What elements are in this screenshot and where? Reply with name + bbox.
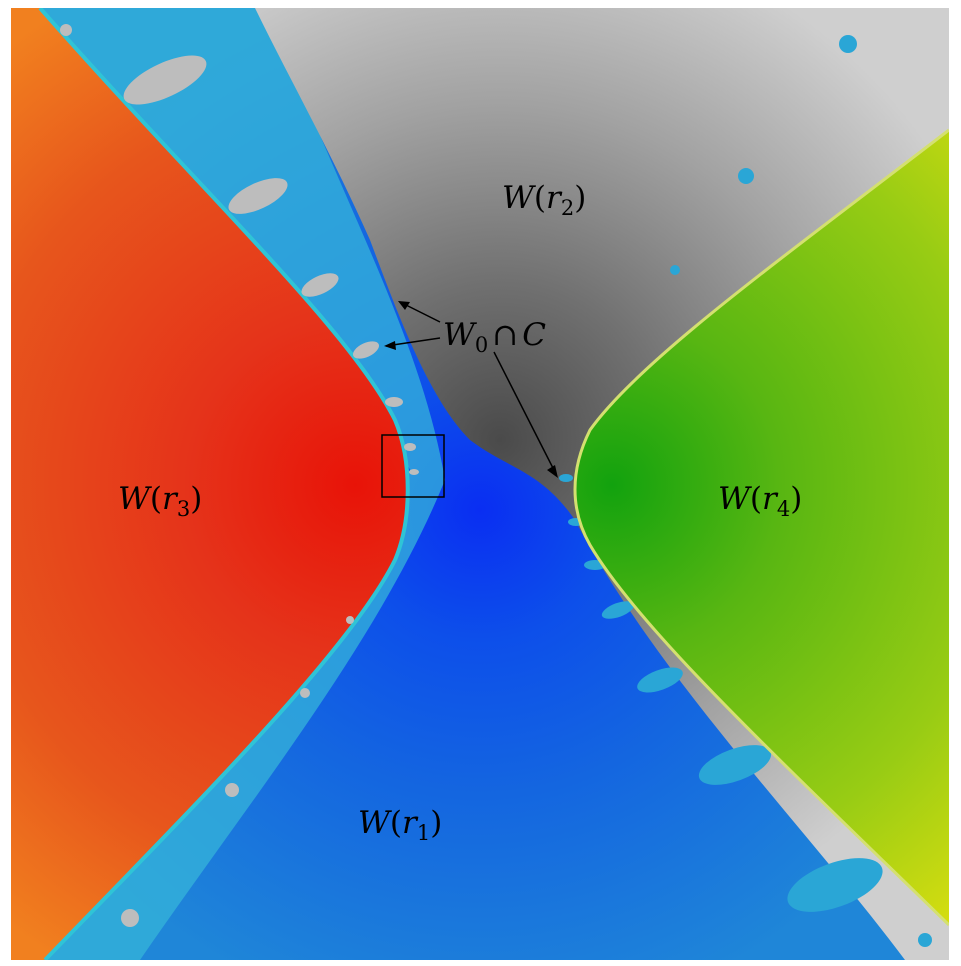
arrowheads — [384, 301, 558, 478]
label-w-r3: W(r3) — [118, 481, 202, 521]
boundary-lobes-left — [60, 24, 419, 927]
label-w-r1: W(r1) — [358, 805, 442, 845]
region-basin-r3 — [11, 8, 408, 960]
region-basin-r4 — [575, 130, 949, 925]
zoom-box — [381, 434, 445, 498]
label-w-r4: W(r4) — [718, 481, 802, 521]
label-w-r2: W(r2) — [502, 180, 586, 220]
boundary-edge-r3 — [38, 8, 410, 960]
boundary-band-left — [30, 8, 445, 960]
label-w0-cap-c: W0 ∩ C — [443, 317, 546, 357]
boundary-edge-r4 — [573, 128, 949, 927]
